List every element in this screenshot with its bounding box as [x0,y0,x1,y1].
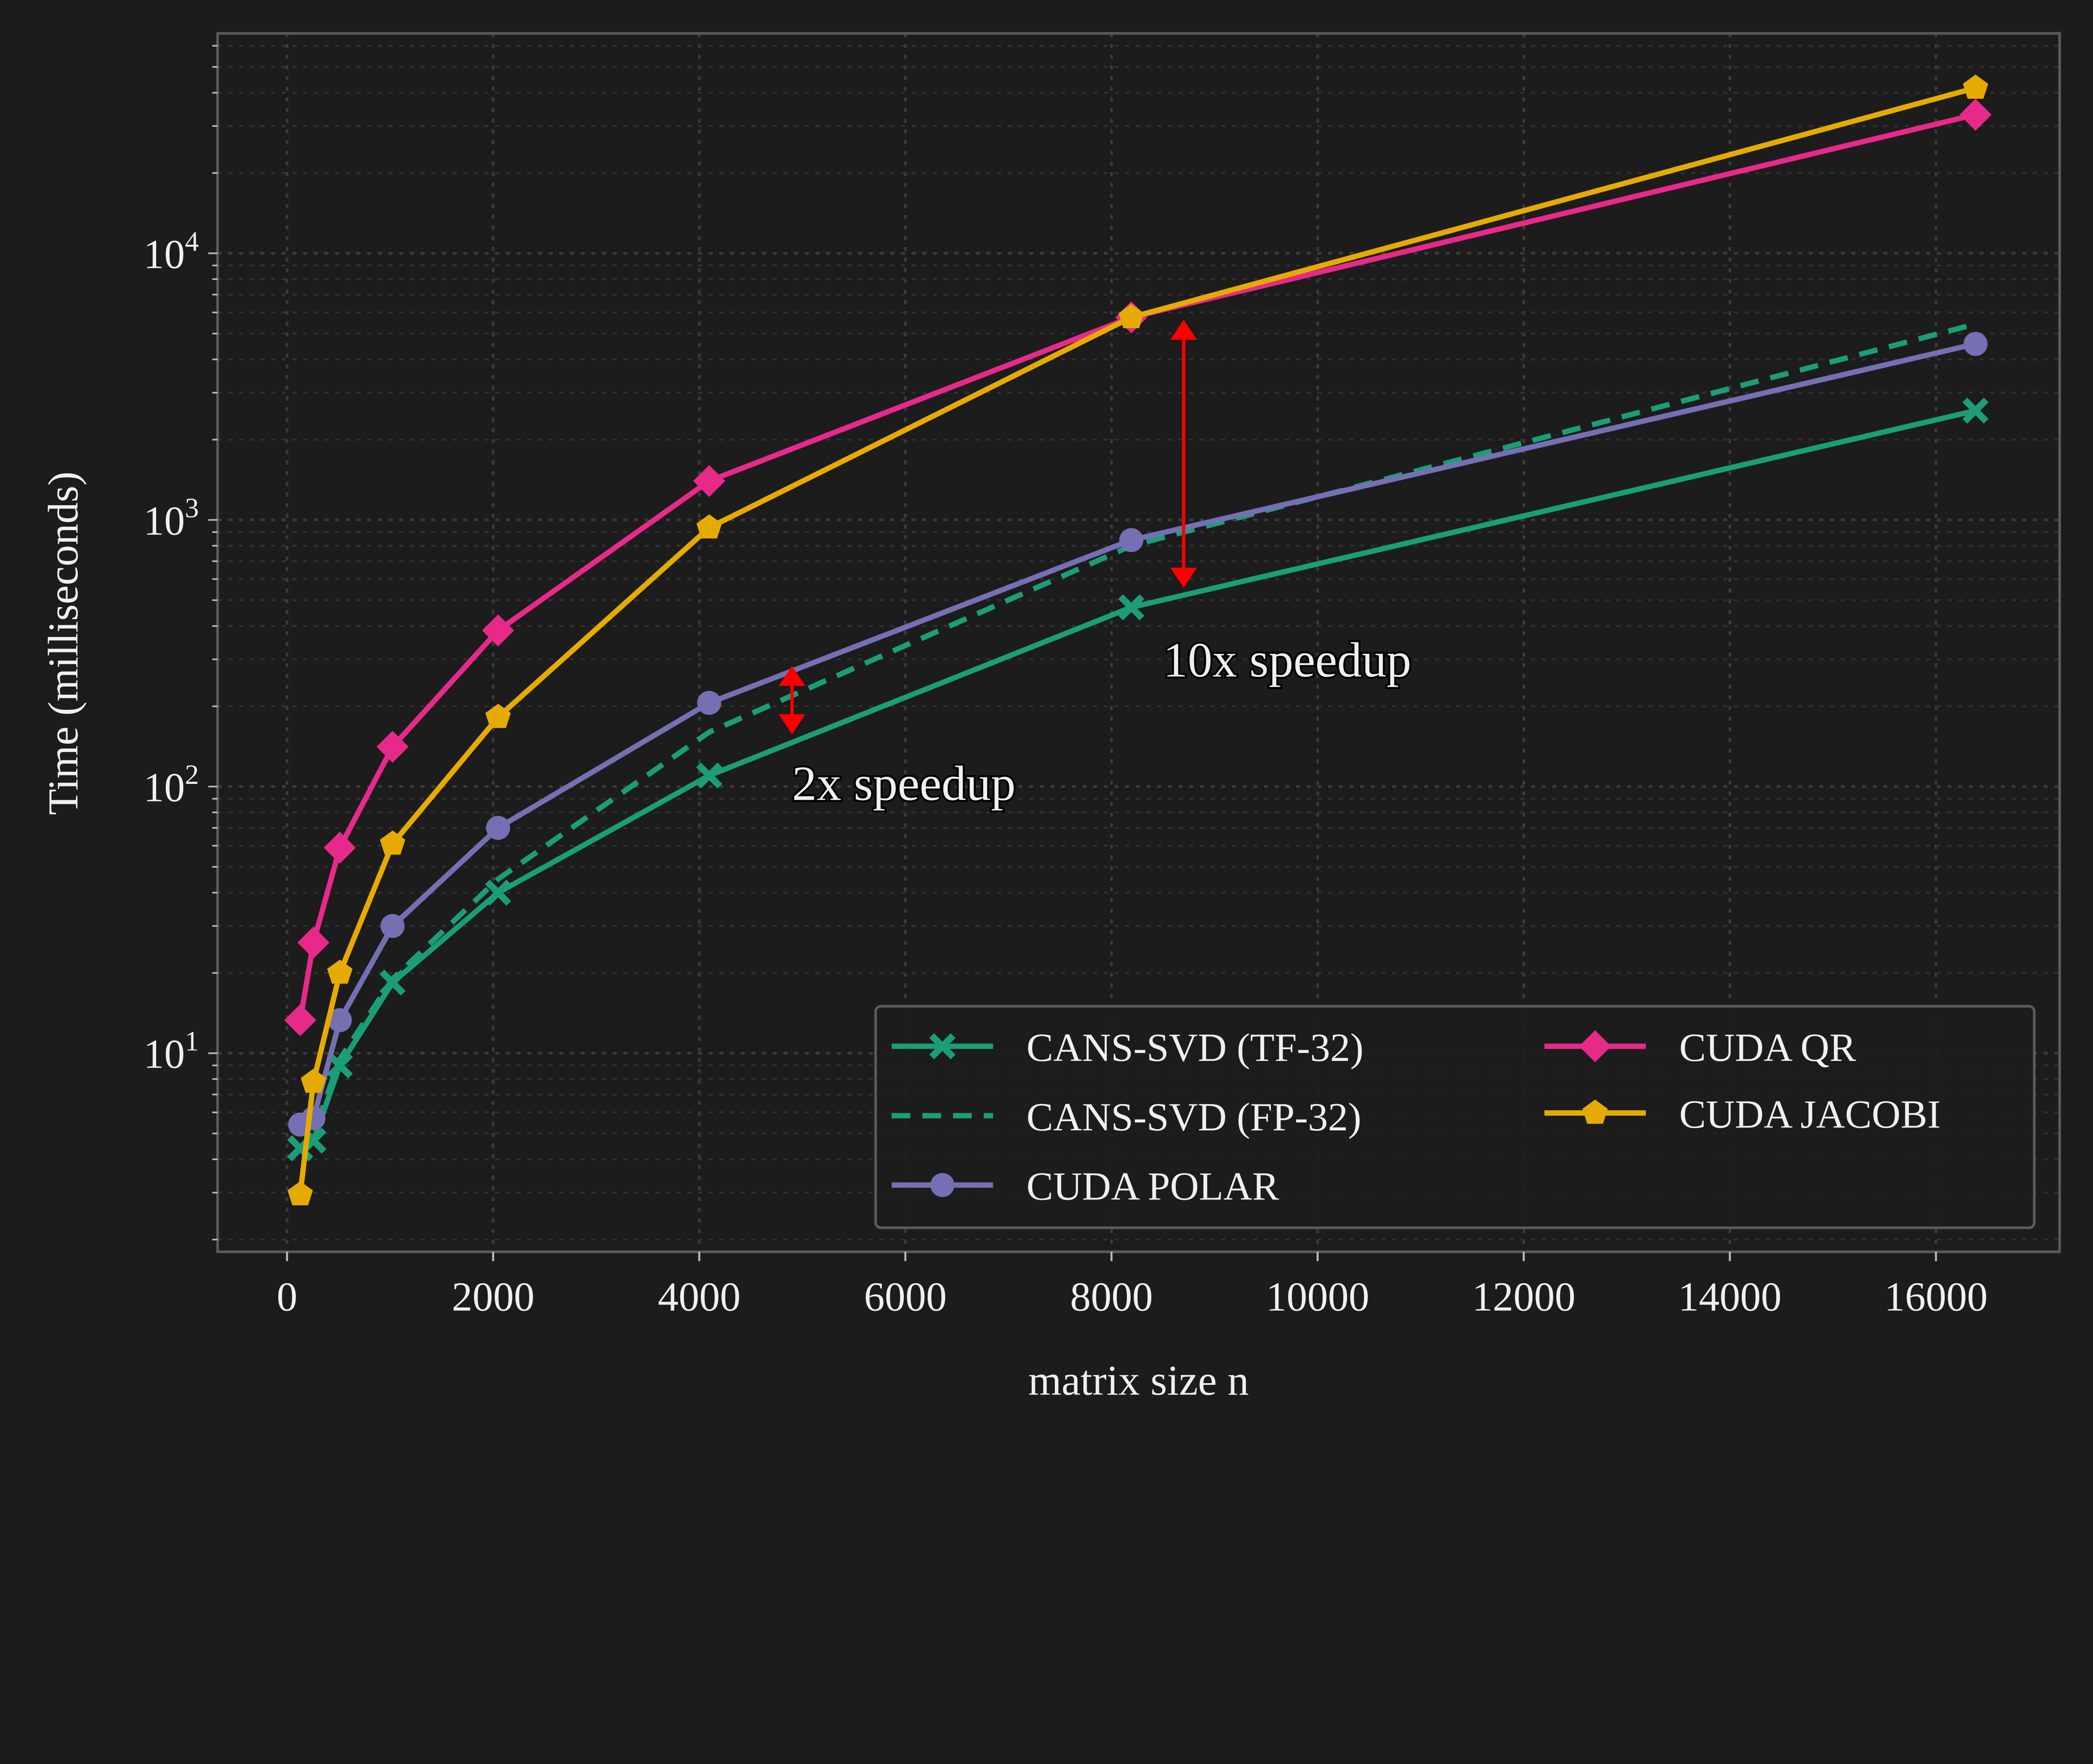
x-tick-label: 14000 [1678,1274,1782,1320]
marker-circle [930,1173,954,1197]
plot-frame [216,32,2061,1253]
x-axis-label: matrix size n [1029,1357,1249,1404]
marker-circle [1963,332,1988,356]
marker-circle [381,914,405,938]
y-tick-label: 103 [144,493,199,544]
legend-item: CANS-SVD (TF-32) [892,1025,1363,1070]
legend-item: CUDA QR [1544,1025,1856,1070]
legend-item: CANS-SVD (FP-32) [892,1095,1361,1139]
y-tick-exponent: 1 [185,1026,199,1057]
marker-x [485,879,512,906]
x-tick-label: 2000 [452,1274,535,1320]
marker-x-stroke [929,1033,956,1060]
legend: CANS-SVD (TF-32) CANS-SVD (FP-32) CUDA POL… [874,1005,2036,1229]
legend-label: CUDA JACOBI [1679,1092,1941,1137]
legend-box [874,1005,2036,1229]
x-tick-label: 16000 [1884,1274,1988,1320]
annotation-text: 10x speedup [1163,633,1411,688]
marker-x-stroke [1118,594,1144,621]
legend-label: CUDA QR [1679,1025,1856,1070]
marker-pentagon [1582,1099,1608,1124]
annotation-text: 2x speedup [792,756,1016,811]
marker-circle [1119,528,1144,552]
y-tick-base: 10 [144,498,185,544]
x-tick-label: 10000 [1266,1274,1369,1320]
series-layer [284,74,1992,1206]
y-tick-exponent: 3 [185,493,199,524]
legend-label: CANS-SVD (TF-32) [1026,1025,1363,1070]
y-tick-base: 10 [144,1032,185,1077]
marker-pentagon [1118,304,1144,329]
x-tick-label: 8000 [1070,1274,1153,1320]
marker-x [929,1033,956,1060]
legend-label: CANS-SVD (FP-32) [1026,1095,1361,1139]
marker-x-stroke [1962,398,1989,424]
marker-circle [328,1008,352,1032]
annotations: 2x speedup 10x speedup [779,320,1413,813]
marker-pentagon [287,1181,313,1206]
legend-item: CUDA POLAR [892,1164,1279,1209]
marker-pentagon [301,1068,327,1093]
marker-x [1962,398,1989,424]
marker-pentagon [696,514,722,539]
y-tick-label: 101 [144,1026,199,1077]
chart: 2x speedup 10x speedup 0 2000 4000 6000 8000 1… [39,32,2061,1405]
marker-circle [486,816,510,840]
series-cuda-jacobi [287,74,1988,1206]
series-line [297,112,1976,1021]
y-tick-base: 10 [144,765,185,811]
marker-x [696,762,723,789]
legend-label: CUDA POLAR [1026,1164,1279,1209]
marker-x [1118,594,1144,621]
marker-circle [697,691,721,715]
y-tick-base: 10 [144,231,185,277]
y-tick-exponent: 2 [185,759,199,790]
y-tick-label: 104 [144,226,199,277]
x-tick-label: 6000 [864,1274,947,1320]
marker-x-stroke [696,762,723,789]
y-tick-label: 102 [144,759,199,810]
marker-pentagon [1963,74,1988,99]
marker-pentagon [485,704,511,728]
marker-x-stroke [485,879,512,906]
x-tick-label: 4000 [658,1274,741,1320]
marker-diamond [376,731,409,763]
series-line [297,85,1977,1195]
y-tick-exponent: 4 [185,226,199,257]
series-line [299,341,1976,1127]
ticks: 0 2000 4000 6000 8000 10000 12000 14000 16000101… [144,45,1988,1320]
marker-circle [301,1106,326,1130]
marker-pentagon [327,960,353,984]
marker-diamond [324,832,356,864]
series-cuda-qr [284,98,1992,1036]
marker-pentagon [380,830,406,855]
legend-item: CUDA JACOBI [1544,1092,1941,1137]
x-tick-label: 12000 [1472,1274,1576,1320]
x-tick-label: 0 [277,1274,297,1320]
y-axis-label: Time (milliseconds) [40,471,87,815]
